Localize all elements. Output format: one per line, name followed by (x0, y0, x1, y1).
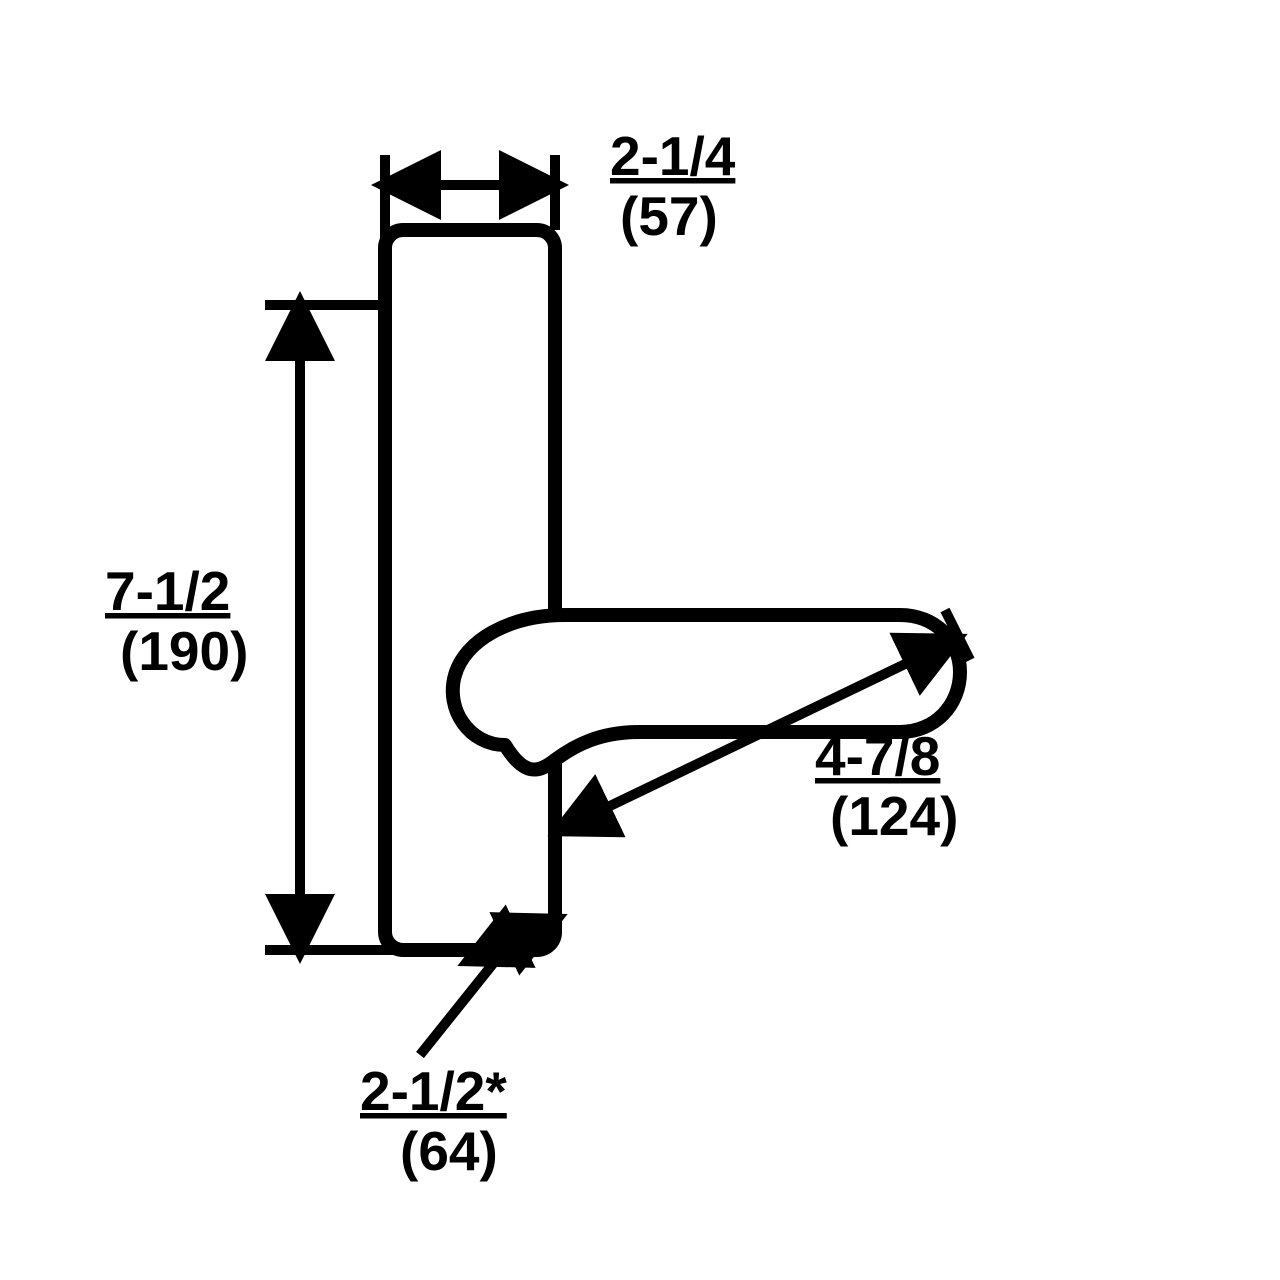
dim-left-in: 7-1/2 (105, 560, 230, 622)
dim-backset-in: 2-1/2* (360, 1060, 507, 1122)
backplate (385, 230, 555, 950)
dim-lever-mm: (124) (830, 785, 958, 847)
dim-left-mm: (190) (120, 620, 248, 682)
dim-lever-in: 4-7/8 (815, 725, 940, 787)
dim-top-in: 2-1/4 (610, 125, 736, 187)
dim-top-mm: (57) (620, 185, 718, 247)
dim-backset-mm: (64) (400, 1120, 498, 1182)
dim-backset-leader (420, 955, 500, 1055)
